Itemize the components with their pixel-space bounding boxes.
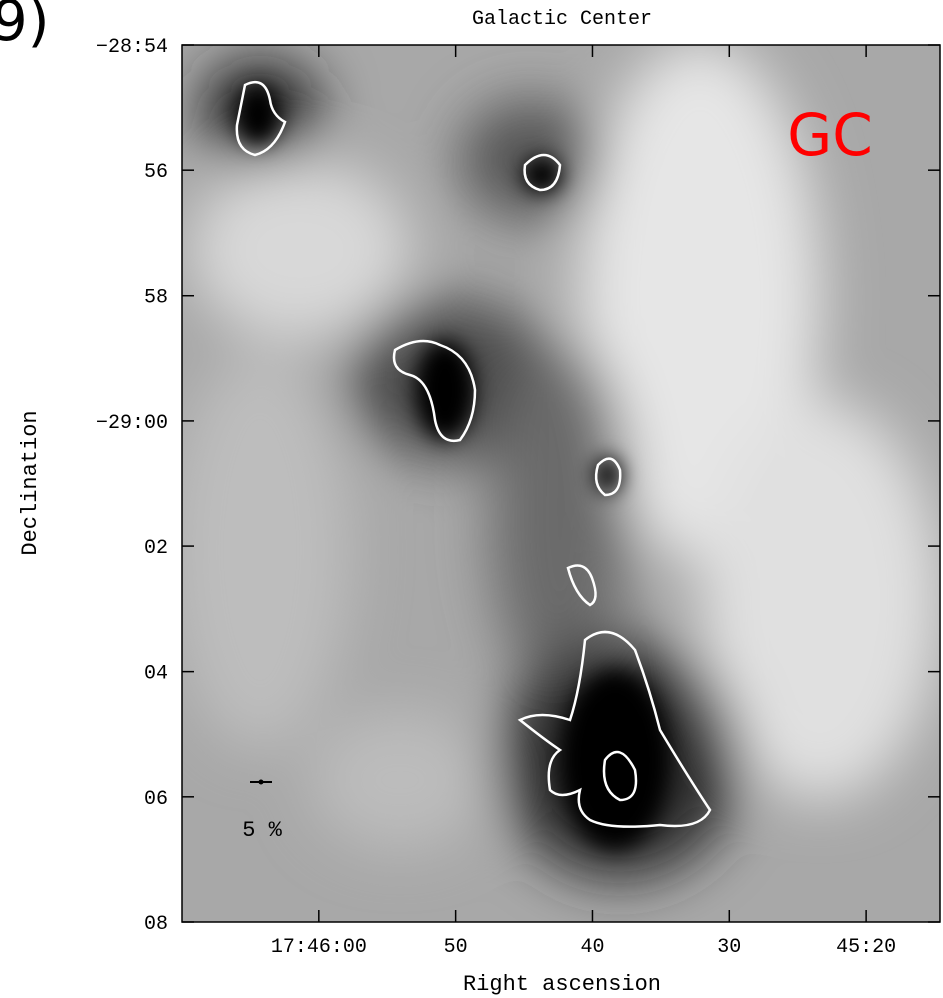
x-tick-label: 40 [580,936,604,959]
y-tick-label: 02 [144,537,168,560]
y-tick-label: 56 [144,161,168,184]
plot-frame [181,44,941,923]
y-tick-label: −29:00 [96,412,168,435]
sky-image [182,45,940,922]
panel-label: 9) [0,0,49,54]
y-axis-label: Declination [18,410,43,555]
x-tick-label: 50 [444,936,468,959]
x-tick-label: 17:46:00 [271,936,367,959]
x-tick-label: 45:20 [836,936,896,959]
y-tick-label: 08 [144,913,168,936]
annotation: 5 % [242,818,282,843]
y-tick-label: 04 [144,663,168,686]
y-tick-label: −28:54 [96,36,168,59]
scale-bar-dot [258,779,264,785]
chart-title: Galactic Center [472,8,652,31]
x-axis-label: Right ascension [463,972,661,997]
x-tick-label: 30 [717,936,741,959]
annotation: GC [787,101,872,169]
y-tick-label: 06 [144,788,168,811]
y-tick-label: 58 [144,287,168,310]
